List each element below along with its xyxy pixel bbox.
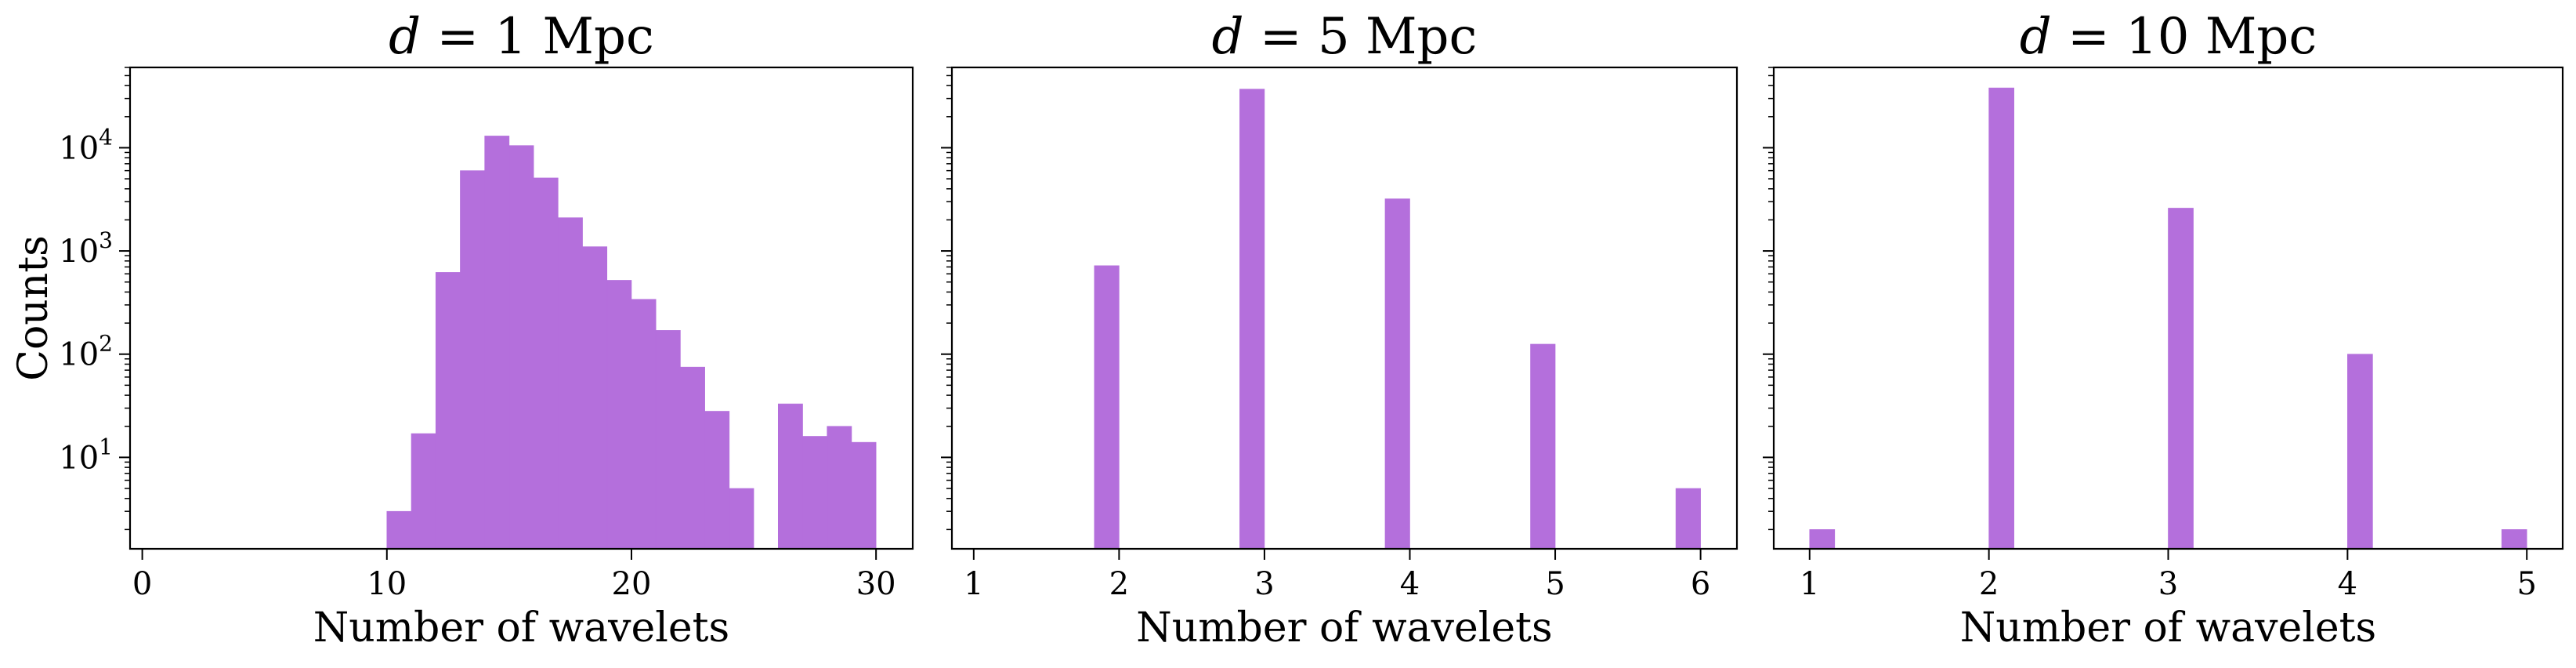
- x-tick-label: 6: [1691, 566, 1710, 602]
- x-tick-label: 4: [1400, 566, 1420, 602]
- x-tick-label: 5: [1545, 566, 1565, 602]
- x-tick-label: 20: [612, 566, 652, 602]
- panel-title: d = 1 Mpc: [389, 8, 654, 66]
- x-axis-label: Number of wavelets: [1136, 604, 1552, 652]
- histogram-bar: [851, 441, 877, 550]
- y-tick-label: 104: [59, 124, 113, 166]
- histogram-bar: [1809, 529, 1836, 550]
- histogram-bar: [2168, 208, 2194, 550]
- histogram-bar: [606, 280, 632, 550]
- histogram-bar: [1384, 198, 1410, 550]
- x-tick-label: 10: [367, 566, 407, 602]
- x-axis-label: Number of wavelets: [1960, 604, 2376, 652]
- histogram-bar: [1530, 343, 1556, 550]
- histogram-bar: [2501, 529, 2527, 550]
- histogram-bar: [2347, 354, 2373, 550]
- y-tick-label: 103: [59, 227, 113, 270]
- x-tick-label: 4: [2338, 566, 2357, 602]
- y-axis-label: Counts: [10, 235, 57, 381]
- x-tick-label: 1: [964, 566, 983, 602]
- x-tick-label: 3: [2158, 566, 2178, 602]
- y-tick-label: 102: [59, 331, 113, 373]
- x-tick-label: 0: [132, 566, 152, 602]
- histogram-bar: [802, 436, 828, 550]
- histogram-panel-3: 1 2 3 4 5 Number of wavelets d = 10 Mpc: [1763, 8, 2564, 652]
- histogram-bar: [1988, 87, 2014, 550]
- axes-frame: [128, 66, 914, 550]
- histogram-bar: [533, 177, 559, 550]
- histogram-bar: [777, 403, 803, 550]
- x-tick-label: 2: [1109, 566, 1129, 602]
- histogram-bar: [582, 246, 608, 550]
- panel-title: d = 10 Mpc: [2020, 8, 2317, 66]
- histogram-bar: [1239, 89, 1265, 550]
- histogram-bar: [1675, 488, 1701, 550]
- x-tick-label: 3: [1254, 566, 1274, 602]
- histogram-bar: [484, 136, 510, 550]
- x-tick-label: 1: [1800, 566, 1819, 602]
- x-axis-label: Number of wavelets: [313, 604, 729, 652]
- histogram-bar: [827, 426, 852, 550]
- histogram-bar: [729, 488, 754, 550]
- histogram-bar: [558, 217, 583, 550]
- histogram-panel-2: 1 2 3 4 5 6 Number of wavelets d = 5 Mpc: [941, 8, 1738, 652]
- histogram-panel-1: 101 102 103 104 0 10 20 30 Number of wavelets d =…: [10, 8, 914, 652]
- axes-frame: [950, 66, 1738, 550]
- histogram-bar: [386, 510, 412, 550]
- x-tick-label: 30: [856, 566, 896, 602]
- y-tick-label: 101: [59, 434, 113, 476]
- x-tick-label: 5: [2517, 566, 2537, 602]
- histogram-bar: [655, 330, 681, 550]
- panel-title: d = 5 Mpc: [1212, 8, 1478, 66]
- histogram-bar: [680, 366, 705, 550]
- x-tick-label: 2: [1979, 566, 1999, 602]
- histogram-bar: [704, 411, 730, 550]
- histogram-bar: [1094, 265, 1120, 550]
- histogram-bar: [411, 433, 436, 550]
- histogram-bar: [631, 299, 657, 550]
- histogram-bar: [435, 272, 461, 550]
- histogram-bar: [508, 145, 534, 550]
- histogram-bar: [460, 170, 485, 550]
